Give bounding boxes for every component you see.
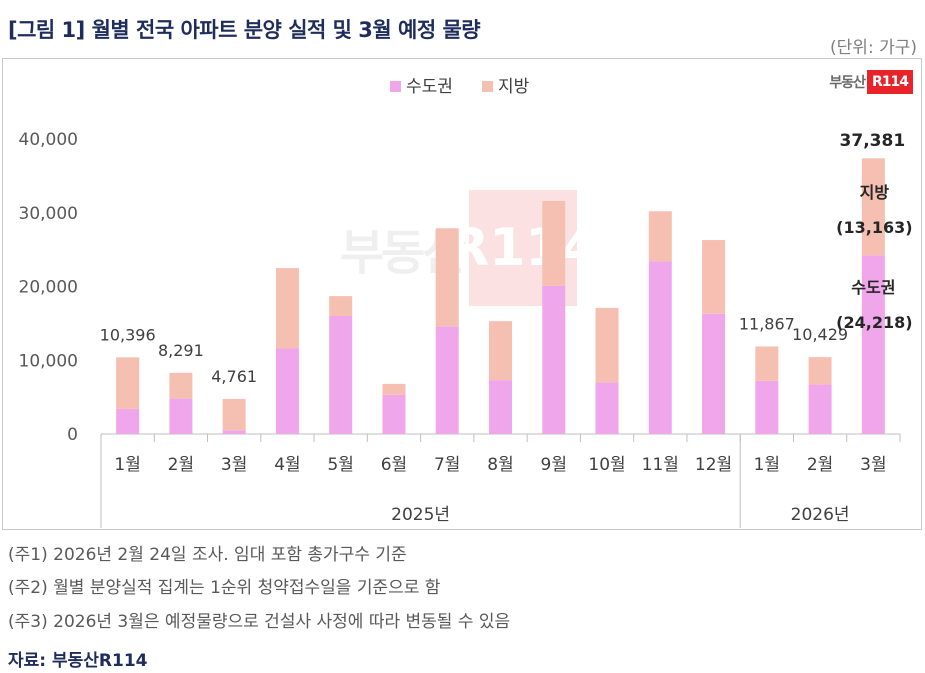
chart-title: [그림 1] 월별 전국 아파트 분양 실적 및 3월 예정 물량: [8, 18, 481, 42]
annotation-local-value: (13,163): [836, 218, 912, 237]
y-tick-label: 20,000: [19, 278, 78, 298]
chart-frame: [2, 58, 922, 530]
bar-capital-5: [329, 316, 353, 434]
x-tick-label: 6월: [381, 455, 407, 475]
brand-logo: 부동산 R114: [829, 70, 913, 94]
bar-local-11: [648, 211, 672, 262]
bar-local-6: [382, 383, 406, 395]
note-3: (주3) 2026년 3월은 예정물량으로 건설사 사정에 따라 변동될 수 있…: [8, 612, 511, 632]
legend-label-capital: 수도권: [406, 77, 453, 97]
bar-local-2: [169, 372, 193, 399]
x-tick-label: 1월: [114, 455, 140, 475]
x-tick-label: 11월: [642, 455, 679, 475]
x-tick-label: 2월: [168, 455, 194, 475]
bar-local-13: [755, 346, 779, 381]
y-tick-label: 0: [67, 425, 78, 445]
total-value-label-mar-2026: 37,381: [840, 131, 906, 151]
bar-local-15: [861, 158, 885, 256]
unit-label: (단위: 가구): [830, 38, 917, 58]
bar-local-5: [329, 296, 353, 316]
bar-capital-7: [435, 326, 459, 434]
logo-box: R114: [866, 70, 913, 94]
bar-capital-6: [382, 394, 406, 434]
x-tick-label: 10월: [588, 455, 625, 475]
source-label: 자료: 부동산R114: [8, 651, 148, 671]
x-tick-label: 9월: [541, 455, 567, 475]
bar-local-9: [542, 200, 566, 286]
total-value-label: 11,867: [739, 314, 795, 333]
legend-swatch-local: [482, 81, 493, 92]
year-label-2025: 2025년: [391, 505, 450, 525]
x-tick-label: 7월: [434, 455, 460, 475]
annotation-capital-label: 수도권: [851, 278, 895, 297]
annotation-capital-value: (24,218): [836, 313, 912, 332]
bar-capital-8: [489, 380, 512, 434]
x-tick-label: 4월: [274, 455, 300, 475]
legend-label-local: 지방: [498, 77, 530, 97]
total-value-label: 10,429: [792, 325, 848, 344]
total-value-label: 10,396: [100, 325, 156, 344]
y-tick-label: 40,000: [19, 130, 78, 150]
bar-capital-10: [595, 382, 619, 434]
bar-capital-11: [648, 261, 672, 434]
bar-local-4: [275, 268, 299, 349]
bar-local-8: [489, 321, 512, 381]
total-value-label: 4,761: [211, 367, 257, 386]
bar-local-3: [222, 398, 246, 431]
bar-capital-13: [755, 380, 779, 434]
bar-capital-14: [808, 384, 832, 434]
bar-capital-2: [169, 398, 193, 434]
bar-capital-12: [702, 313, 726, 434]
bar-local-7: [435, 228, 459, 327]
bar-local-1: [116, 357, 140, 409]
y-tick-label: 30,000: [19, 204, 78, 224]
annotation-local-label: 지방: [860, 183, 890, 202]
note-1: (주1) 2026년 2월 24일 조사. 임대 포함 총가구수 기준: [8, 545, 407, 565]
bar-capital-15: [861, 255, 885, 434]
bar-capital-9: [542, 285, 566, 434]
bar-capital-4: [275, 348, 299, 434]
year-label-2026: 2026년: [791, 505, 850, 525]
x-tick-label: 3월: [860, 455, 886, 475]
note-2: (주2) 월별 분양실적 집계는 1순위 청약접수일을 기준으로 함: [8, 578, 441, 598]
x-tick-label: 1월: [754, 455, 780, 475]
x-tick-label: 12월: [695, 455, 732, 475]
logo-text: 부동산: [829, 75, 866, 91]
bar-local-10: [595, 307, 619, 383]
bar-local-12: [702, 240, 726, 314]
total-value-label: 8,291: [158, 341, 204, 360]
bar-local-14: [808, 357, 832, 385]
x-tick-label: 2월: [807, 455, 833, 475]
legend-swatch-capital: [390, 81, 401, 92]
x-tick-label: 5월: [327, 455, 353, 475]
x-tick-label: 8월: [487, 455, 513, 475]
bar-capital-3: [222, 430, 246, 434]
y-tick-label: 10,000: [19, 351, 78, 371]
x-tick-label: 3월: [221, 455, 247, 475]
bar-capital-1: [116, 408, 140, 434]
